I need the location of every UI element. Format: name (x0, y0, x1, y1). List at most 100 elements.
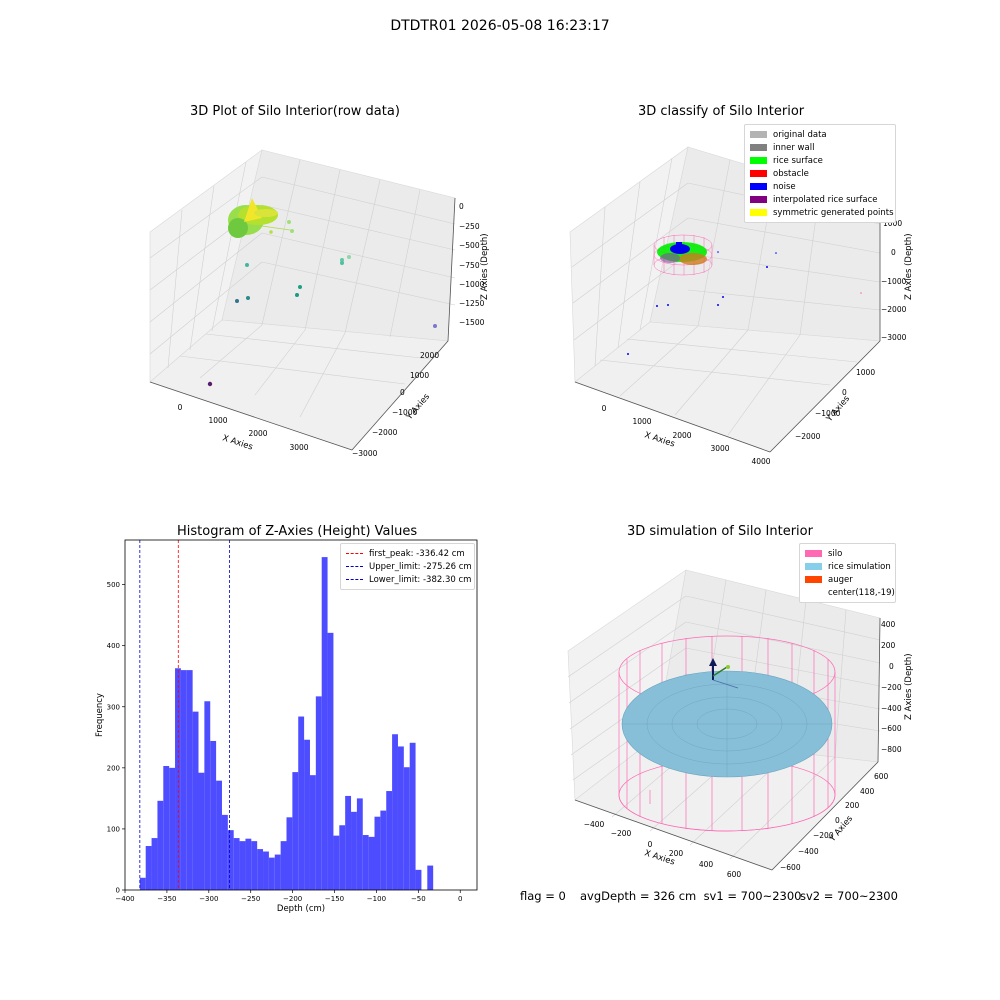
raw-3d-plot: 0 1000 2000 3000 X Axies 2000 1000 0 −10… (149, 149, 490, 458)
histogram-bar (239, 841, 246, 890)
histogram-bar (397, 746, 404, 890)
sim-z-label: Z Axies (Depth) (904, 653, 914, 720)
classify-y-tick: −2000 (795, 432, 821, 441)
raw-outlier-points (207, 220, 437, 387)
histogram-bar (151, 838, 158, 890)
raw-z-tick: 0 (459, 202, 464, 211)
histogram-bar (321, 557, 328, 890)
histogram-axes-frame (124, 539, 478, 891)
histogram-bar (257, 849, 264, 890)
sim-z-tick: −400 (881, 704, 902, 713)
raw-x-tick: 2000 (248, 429, 267, 438)
simulation-3d-plot: −400 −200 0 200 400 600 X Axies 600 400 … (567, 569, 914, 879)
histogram-y-label: Frequency (95, 693, 105, 737)
x-tick-label: −100 (367, 895, 386, 903)
legend-swatch (750, 209, 767, 216)
y-tick-label: 400 (107, 642, 120, 650)
histogram-bar (180, 670, 187, 890)
legend-label: noise (773, 181, 796, 192)
sim-z-tick: 400 (881, 620, 896, 629)
legend-swatch (750, 170, 767, 177)
y-tick-label: 100 (107, 825, 120, 833)
raw-y-tick: 2000 (420, 351, 439, 360)
y-tick-label: 0 (116, 887, 120, 895)
histogram-bar (221, 814, 228, 890)
sim-y-tick: 200 (845, 801, 860, 810)
sim-x-tick: 0 (648, 840, 653, 849)
histogram-bar (403, 767, 410, 890)
legend-swatch (750, 131, 767, 138)
legend-swatch (805, 589, 822, 596)
histogram-title: Histogram of Z-Axies (Height) Values (177, 524, 418, 539)
legend-swatch (750, 196, 767, 203)
histogram-bar (427, 865, 434, 890)
legend-item: obstacle (750, 167, 890, 180)
legend-item: rice surface (750, 154, 890, 167)
x-tick-label: −350 (157, 895, 176, 903)
legend-label: interpolated rice surface (773, 194, 878, 205)
histogram-bar (227, 830, 234, 890)
histogram-bar (251, 841, 258, 890)
legend-label: rice simulation (828, 561, 891, 572)
raw-y-tick: −2000 (372, 428, 398, 437)
histogram-bar (356, 798, 363, 890)
x-tick-label: −50 (411, 895, 426, 903)
status-sv2: sv2 = 700~2300 (800, 889, 898, 903)
histogram-bar (409, 742, 416, 890)
legend-item: Lower_limit: -382.30 cm (346, 573, 471, 586)
classify-y-tick: −1000 (815, 409, 841, 418)
raw-z-tick: −1000 (459, 280, 485, 289)
legend-item: first_peak: -336.42 cm (346, 547, 469, 560)
sim-y-tick: 0 (835, 816, 840, 825)
legend-label: inner wall (773, 142, 815, 153)
raw-x-tick: 0 (178, 403, 183, 412)
legend-label: auger (828, 574, 853, 585)
raw-pane-back (221, 149, 456, 342)
x-tick-label: −250 (241, 895, 260, 903)
simulation-plot-title: 3D simulation of Silo Interior (627, 524, 813, 539)
sim-z-tick: −200 (881, 683, 902, 692)
sim-x-tick: 400 (699, 860, 714, 869)
rice-surface-mesh (622, 671, 832, 777)
histogram-bar (345, 795, 352, 890)
histogram-x-label: Depth (cm) (277, 904, 325, 914)
x-tick-label: −200 (283, 895, 302, 903)
legend-swatch (805, 576, 822, 583)
sim-y-tick: 600 (874, 772, 889, 781)
sim-y-tick: −200 (813, 831, 834, 840)
legend-label: silo (828, 548, 843, 559)
legend-label: rice surface (773, 155, 823, 166)
histogram-bars (139, 557, 434, 890)
legend-item: silo (805, 547, 890, 560)
histogram-bar (309, 775, 316, 890)
simulation-legend: silo rice simulation auger center(118,-1… (799, 543, 896, 603)
legend-item: inner wall (750, 141, 890, 154)
sim-y-tick: −600 (780, 863, 801, 872)
classify-x-tick: 2000 (672, 431, 691, 440)
classify-z-tick: −1000 (881, 277, 907, 286)
histogram-bar (386, 791, 393, 890)
histogram-bar (292, 772, 299, 890)
histogram-bar (145, 846, 152, 890)
histogram-bar (339, 825, 346, 890)
raw-z-tick: −1250 (459, 299, 485, 308)
x-tick-label: −300 (199, 895, 218, 903)
sim-z-tick: 200 (881, 641, 896, 650)
legend-swatch (805, 563, 822, 570)
classify-legend: original data inner wall rice surface ob… (744, 124, 896, 223)
histogram-bar (298, 716, 305, 890)
histogram-reference-lines (139, 540, 230, 890)
histogram-bar (245, 838, 252, 890)
sim-z-tick: −800 (881, 745, 902, 754)
histogram-bar (157, 800, 164, 890)
histogram-bar (315, 696, 322, 890)
legend-swatch (750, 144, 767, 151)
sim-x-tick: 600 (727, 870, 742, 879)
legend-item: interpolated rice surface (750, 193, 890, 206)
histogram-bar (139, 877, 146, 890)
histogram-bar (351, 811, 357, 890)
figure-title: DTDTR01 2026-05-08 16:23:17 (390, 18, 610, 34)
sim-x-tick: −200 (611, 829, 632, 838)
histogram-bar (263, 851, 269, 890)
histogram-bar (374, 816, 381, 890)
